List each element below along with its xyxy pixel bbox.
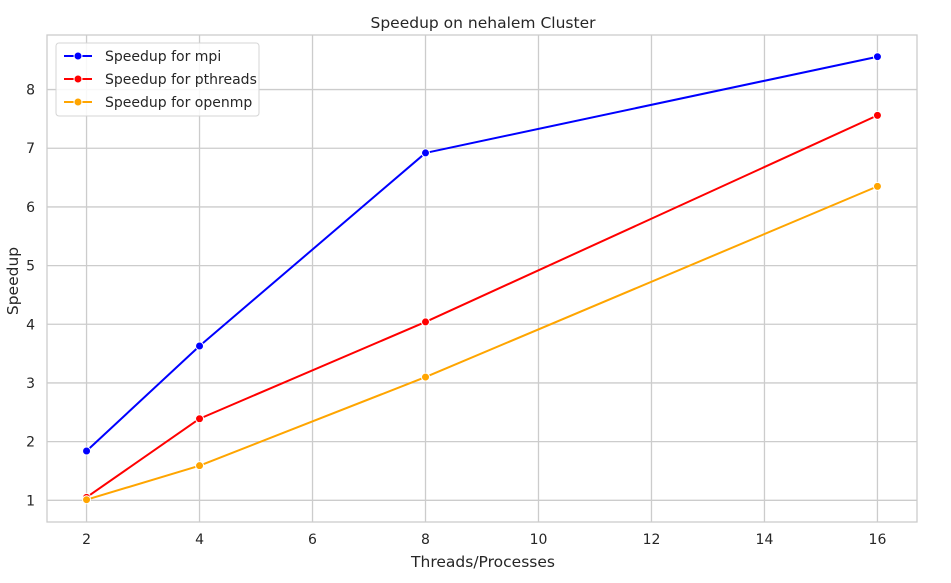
legend-marker (73, 51, 83, 61)
legend-marker (73, 97, 83, 107)
plot-frame (46, 34, 918, 523)
chart-title: Speedup on nehalem Cluster (371, 14, 597, 32)
data-point (82, 446, 92, 456)
x-tick-label: 16 (869, 532, 887, 548)
legend-item: Speedup for mpi (64, 49, 221, 65)
series-line (86, 185, 878, 501)
y-axis-ticks: 1 2 3 4 5 6 7 8 (26, 83, 35, 510)
y-tick-label: 5 (26, 259, 35, 275)
legend-marker (73, 74, 83, 84)
x-tick-label: 4 (195, 532, 204, 548)
data-point (421, 372, 431, 382)
series-line (85, 114, 878, 499)
x-tick-label: 8 (421, 532, 430, 548)
series-1 (82, 52, 882, 456)
data-point (872, 181, 882, 191)
y-tick-label: 4 (26, 317, 35, 333)
y-tick-label: 7 (26, 141, 35, 157)
legend-label: Speedup for pthreads (105, 72, 257, 88)
y-tick-label: 8 (26, 83, 35, 99)
legend-label: Speedup for openmp (105, 95, 252, 111)
y-tick-label: 3 (26, 376, 35, 392)
y-tick-label: 1 (26, 493, 35, 509)
x-axis-ticks: 2 4 6 8 10 12 14 16 (82, 532, 886, 548)
data-point (82, 495, 92, 505)
data-point (195, 414, 205, 424)
legend: Speedup for mpi Speedup for pthreads Speed… (55, 42, 260, 117)
x-tick-label: 6 (308, 532, 317, 548)
y-tick-label: 2 (26, 435, 35, 451)
data-point (195, 341, 205, 351)
series (82, 52, 882, 505)
series-3 (82, 181, 882, 505)
data-point (195, 461, 205, 471)
data-point (421, 148, 431, 158)
legend-item: Speedup for pthreads (64, 72, 257, 88)
legend-box (55, 42, 260, 117)
legend-label: Speedup for mpi (105, 49, 221, 65)
x-axis-label: Threads/Processes (410, 553, 555, 571)
data-point (872, 110, 882, 120)
data-point (421, 317, 431, 327)
legend-items: Speedup for mpi Speedup for pthreads Speed… (64, 49, 257, 111)
x-tick-label: 14 (756, 532, 774, 548)
legend-item: Speedup for openmp (64, 95, 252, 111)
series-line (85, 55, 878, 452)
data-point (872, 52, 882, 62)
x-tick-label: 12 (643, 532, 661, 548)
x-tick-label: 10 (530, 532, 548, 548)
x-tick-label: 2 (82, 532, 91, 548)
y-axis-label: Speedup (4, 247, 22, 315)
y-tick-label: 6 (26, 200, 35, 216)
